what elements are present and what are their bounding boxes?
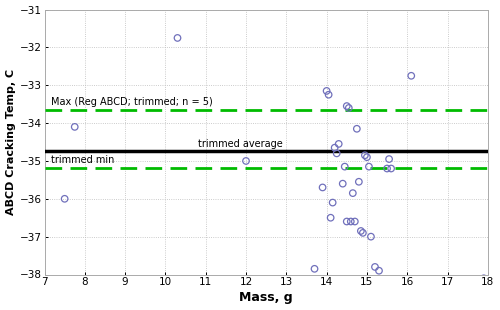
Point bbox=[355, 179, 363, 184]
Point bbox=[332, 151, 340, 156]
Point bbox=[174, 35, 182, 40]
Point bbox=[324, 92, 332, 97]
Point bbox=[334, 141, 342, 146]
Point bbox=[359, 230, 367, 235]
Point bbox=[338, 181, 346, 186]
Point bbox=[330, 145, 338, 150]
Text: Max (Reg ABCD; trimmed; n = 5): Max (Reg ABCD; trimmed; n = 5) bbox=[50, 97, 212, 107]
Point bbox=[310, 266, 318, 271]
Point bbox=[349, 191, 357, 196]
Point bbox=[365, 164, 373, 169]
Point bbox=[326, 215, 334, 220]
Point bbox=[361, 153, 369, 158]
Point bbox=[345, 105, 353, 110]
Point bbox=[343, 104, 351, 108]
Point bbox=[242, 158, 250, 163]
Point bbox=[367, 234, 375, 239]
Point bbox=[353, 126, 361, 131]
Text: trimmed average: trimmed average bbox=[198, 139, 282, 149]
Point bbox=[407, 73, 415, 78]
Point bbox=[351, 219, 359, 224]
Y-axis label: ABCD Cracking Temp, C: ABCD Cracking Temp, C bbox=[6, 69, 16, 215]
Point bbox=[375, 268, 383, 273]
Point bbox=[363, 155, 371, 160]
Point bbox=[322, 88, 330, 93]
Point bbox=[340, 164, 348, 169]
Point bbox=[347, 219, 355, 224]
Point bbox=[357, 228, 365, 233]
X-axis label: Mass, g: Mass, g bbox=[240, 291, 293, 304]
Point bbox=[371, 264, 379, 269]
Point bbox=[318, 185, 326, 190]
Point bbox=[328, 200, 336, 205]
Point bbox=[343, 219, 351, 224]
Text: trimmed min: trimmed min bbox=[50, 156, 114, 166]
Point bbox=[387, 166, 395, 171]
Point bbox=[70, 124, 78, 129]
Point bbox=[385, 157, 393, 162]
Point bbox=[60, 196, 68, 201]
Point bbox=[383, 166, 391, 171]
Point bbox=[480, 276, 488, 281]
